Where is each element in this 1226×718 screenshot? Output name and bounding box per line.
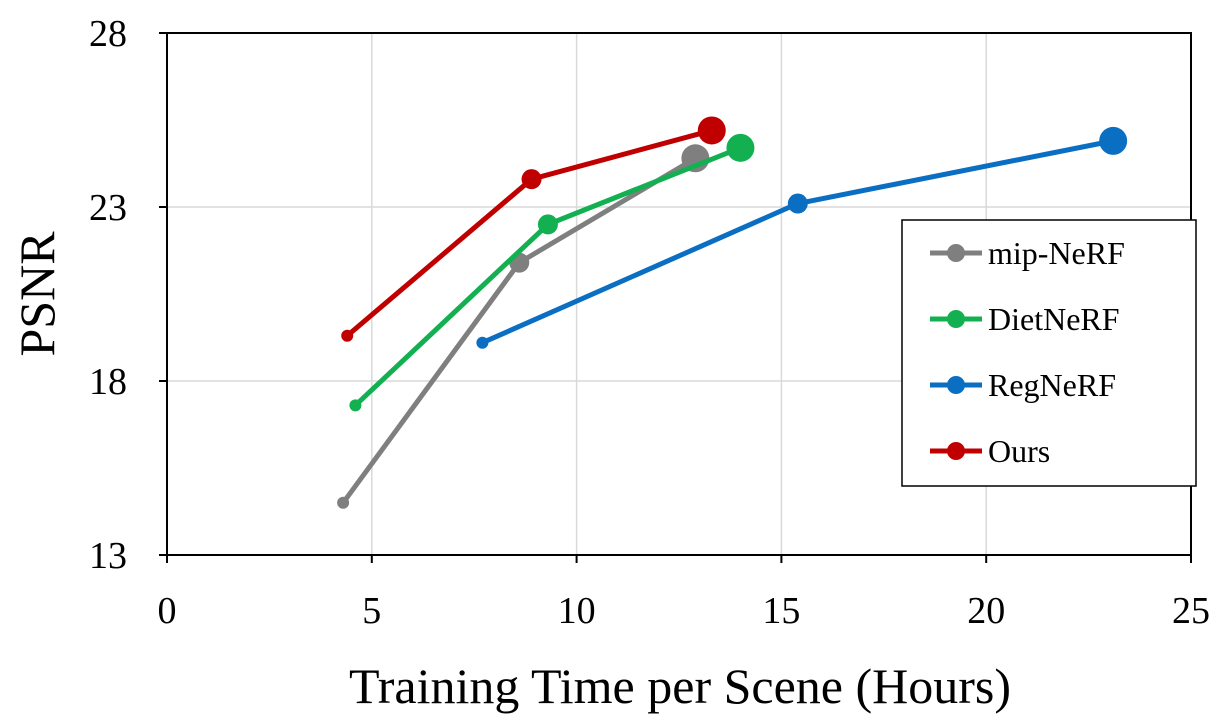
x-tick-label: 25	[1172, 590, 1210, 632]
legend-swatch-marker	[947, 376, 965, 394]
ours-point	[697, 116, 726, 145]
x-axis-ticks: 0 5 10 15 20 25	[158, 555, 1210, 632]
gridlines	[167, 33, 1191, 555]
dietnerf-point	[349, 399, 362, 412]
legend-label: Ours	[988, 433, 1050, 469]
regnerf-point	[476, 336, 489, 349]
legend-label: DietNeRF	[988, 301, 1120, 337]
ours-point	[521, 169, 542, 190]
x-tick-label: 0	[158, 590, 177, 632]
legend-item-mip-nerf: mip-NeRF	[930, 235, 1125, 271]
mip-nerf-point	[337, 496, 350, 509]
legend-swatch-marker	[947, 442, 965, 460]
x-tick-label: 10	[558, 590, 596, 632]
x-tick-label: 5	[362, 590, 381, 632]
series-regnerf	[476, 126, 1128, 349]
legend-item-dietnerf: DietNeRF	[930, 301, 1120, 337]
y-tick-label: 18	[89, 361, 127, 403]
series-ours	[341, 116, 726, 342]
legend-item-regnerf: RegNeRF	[930, 367, 1116, 403]
legend-label: mip-NeRF	[988, 235, 1125, 271]
legend-swatch-marker	[947, 310, 965, 328]
legend-item-ours: Ours	[930, 433, 1050, 469]
mip-nerf-line	[341, 156, 697, 505]
y-tick-label: 28	[89, 13, 127, 55]
y-tick-label: 13	[89, 535, 127, 577]
regnerf-point	[787, 193, 808, 214]
dietnerf-point	[537, 214, 558, 235]
dietnerf-point	[726, 133, 755, 162]
regnerf-point	[1099, 126, 1128, 155]
legend-swatch-marker	[947, 244, 965, 262]
legend-label: RegNeRF	[988, 367, 1116, 403]
legend-box	[901, 219, 1197, 487]
ours-line	[345, 128, 713, 338]
ours-point	[341, 329, 354, 342]
x-tick-label: 20	[967, 590, 1005, 632]
legend: mip-NeRF DietNeRF RegNeRF Ours	[901, 219, 1197, 487]
series-layer	[337, 116, 1128, 509]
y-axis-ticks: 13 18 23 28	[89, 13, 167, 577]
x-axis-title: Training Time per Scene (Hours)	[349, 658, 1011, 714]
x-tick-label: 15	[762, 590, 800, 632]
series-dietnerf	[349, 133, 755, 412]
y-axis-title: PSNR	[9, 231, 65, 357]
y-tick-label: 23	[89, 187, 127, 229]
